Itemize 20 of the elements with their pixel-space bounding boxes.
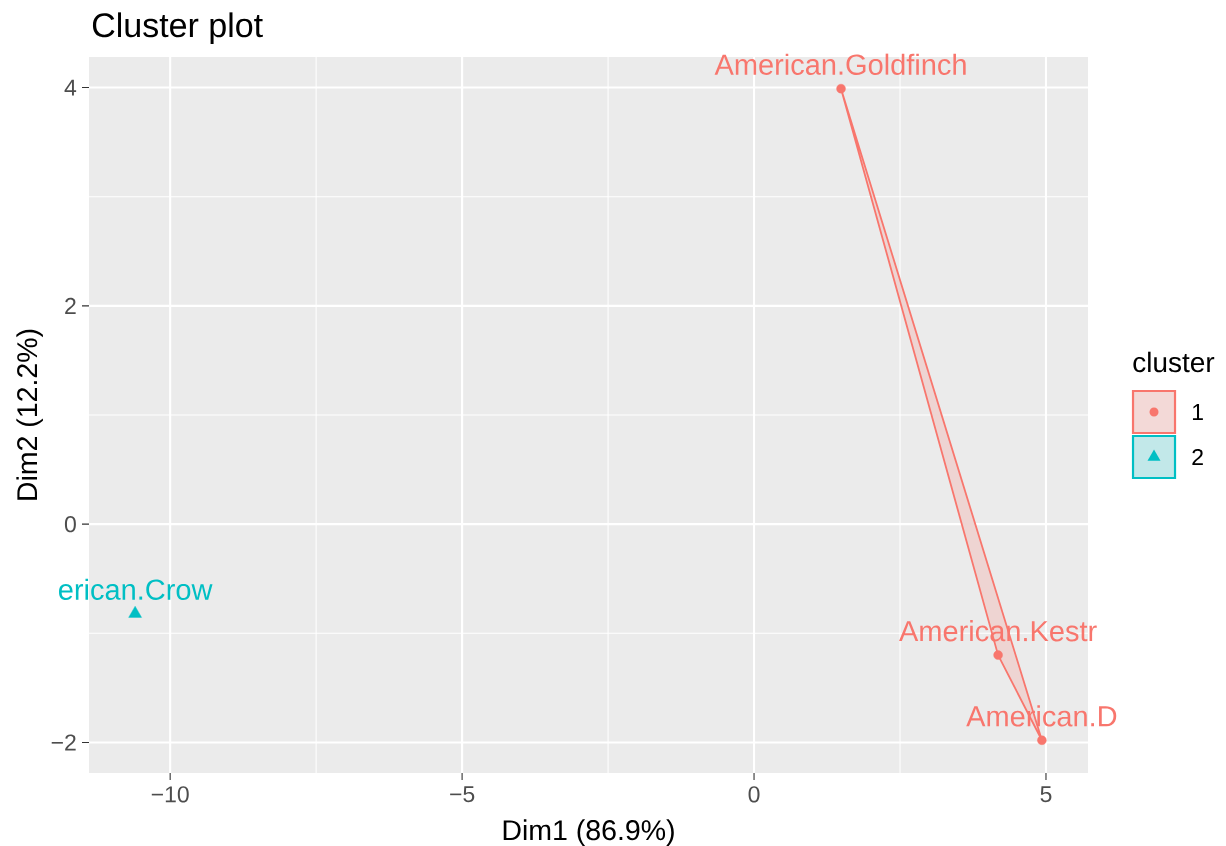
y-tick-label: 4: [64, 79, 77, 96]
chart-title: Cluster plot: [92, 12, 263, 45]
y-tick-label: 0: [64, 516, 76, 533]
legend-label: 2: [1192, 448, 1203, 466]
point: [993, 650, 1003, 660]
x-tick-label: 5: [1040, 786, 1052, 803]
legend-title: cluster: [1133, 351, 1215, 373]
y-tick-label: 2: [65, 297, 76, 314]
y-axis-title: Dim2 (12.2%): [16, 329, 43, 500]
x-tick-label: 0: [748, 786, 760, 803]
annotation: American.Goldfinch: [714, 53, 966, 75]
x-tick-label: −10: [151, 786, 189, 803]
annotation: erican.Crow: [59, 578, 213, 600]
x-tick-label: −5: [450, 786, 475, 803]
point: [128, 605, 142, 618]
legend-label: 1: [1192, 404, 1203, 420]
point: [1037, 735, 1047, 745]
x-axis-title: Dim1 (86.9%): [503, 819, 674, 846]
y-tick-label: −2: [51, 734, 76, 751]
point: [836, 83, 846, 94]
